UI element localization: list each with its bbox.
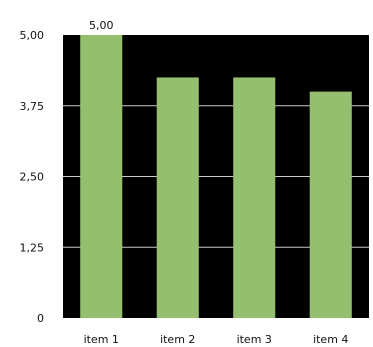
y-tick-label: 5,00 [20,29,45,42]
bar [156,77,199,318]
x-axis-labels: item 1 item 2 item 3 item 4 [84,333,349,346]
y-tick-label: 1,25 [20,241,45,254]
value-labels: 5,00 [89,19,114,32]
bar [80,35,123,318]
y-tick-label: 3,75 [20,100,45,113]
x-tick-label: item 1 [84,333,119,346]
x-tick-label: item 4 [313,333,348,346]
bar [233,77,276,318]
y-tick-label: 0 [37,312,44,325]
x-tick-label: item 3 [237,333,272,346]
data-label: 5,00 [89,19,114,32]
bars [80,35,352,318]
y-tick-label: 2,50 [20,171,45,184]
y-axis-ticks: 0 1,25 2,50 3,75 5,00 [20,29,45,325]
x-tick-label: item 2 [160,333,195,346]
bar [309,91,352,318]
